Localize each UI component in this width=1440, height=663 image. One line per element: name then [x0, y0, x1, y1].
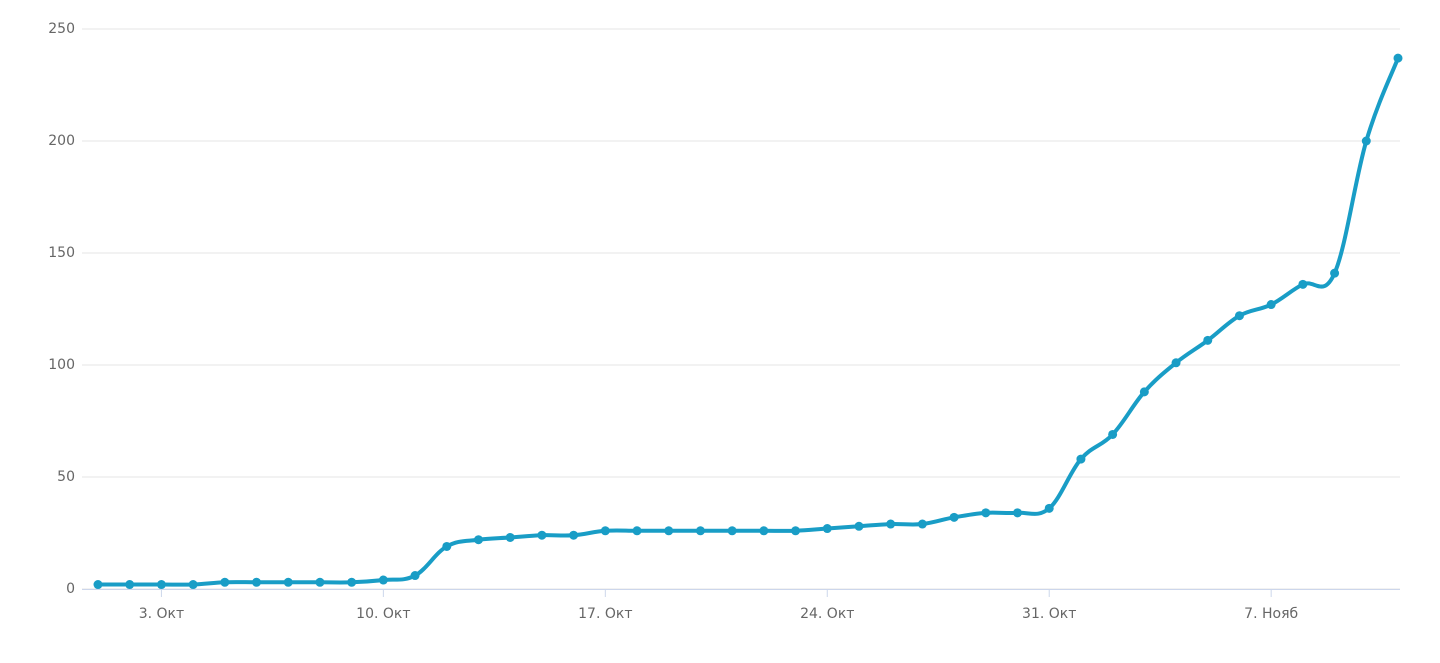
marker [347, 577, 357, 587]
marker [1139, 387, 1149, 397]
marker [791, 526, 801, 536]
line [98, 57, 1400, 587]
marker [949, 512, 959, 522]
x-tick-label: 10. Окт [356, 606, 410, 622]
marker [1076, 454, 1086, 464]
marker [1203, 335, 1213, 345]
x-tick-label: 7. Нояб [1244, 606, 1298, 622]
marker [220, 577, 230, 587]
marker [632, 526, 642, 536]
marker [252, 577, 262, 587]
y-tick-label: 200 [48, 133, 75, 149]
y-tick-label: 100 [48, 357, 75, 373]
marker [981, 508, 991, 518]
marker [125, 580, 135, 590]
marker [917, 519, 927, 529]
marker [442, 541, 452, 551]
marker [473, 535, 483, 545]
y-tick-label: 150 [48, 245, 75, 261]
marker [1393, 53, 1403, 63]
marker [505, 532, 515, 542]
marker [283, 577, 293, 587]
y-tick-label: 250 [48, 21, 75, 37]
marker [1330, 268, 1340, 278]
marker [188, 580, 198, 590]
marker [664, 526, 674, 536]
x-tick-label: 31. Окт [1022, 606, 1076, 622]
y-tick-label: 50 [57, 469, 75, 485]
marker [569, 530, 579, 540]
marker [1234, 311, 1244, 321]
marker [1361, 136, 1371, 146]
marker [1108, 429, 1118, 439]
marker [1266, 300, 1276, 310]
marker [822, 524, 832, 534]
marker [854, 521, 864, 531]
marker [600, 526, 610, 536]
marker [727, 526, 737, 536]
marker [378, 575, 388, 585]
marker [315, 577, 325, 587]
marker [1171, 358, 1181, 368]
marker [1298, 279, 1308, 289]
marker [537, 530, 547, 540]
x-tick-label: 17. Окт [578, 606, 632, 622]
marker [1013, 508, 1023, 518]
marker [1044, 503, 1054, 513]
marker [759, 526, 769, 536]
x-tick-label: 3. Окт [139, 606, 184, 622]
marker [695, 526, 705, 536]
marker [886, 519, 896, 529]
marker [410, 571, 420, 581]
marker [93, 580, 103, 590]
x-tick-label: 24. Окт [800, 606, 854, 622]
y-tick-label: 0 [66, 581, 75, 597]
marker [156, 580, 166, 590]
